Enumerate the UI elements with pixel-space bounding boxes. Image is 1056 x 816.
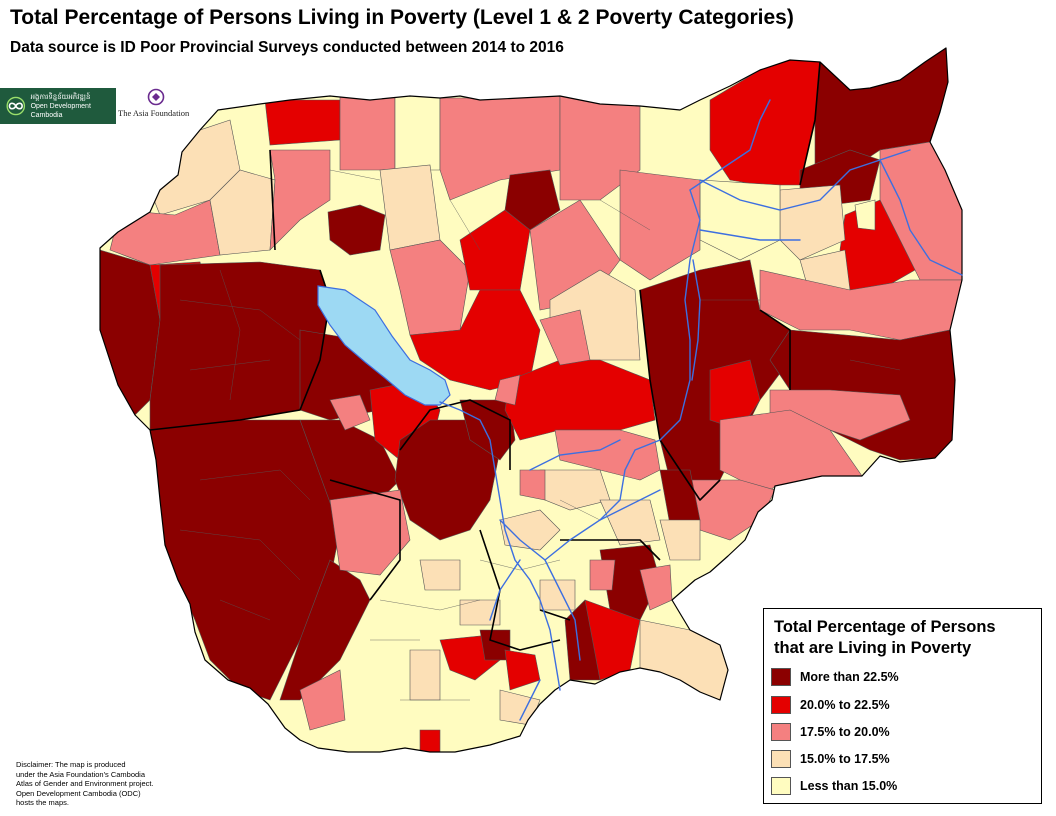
legend: Total Percentage of Persons that are Liv… bbox=[763, 608, 1042, 804]
district-s-11 bbox=[639, 619, 729, 701]
district-n-2 bbox=[339, 95, 396, 171]
tonle-sap-lake bbox=[317, 285, 451, 406]
district-e-2 bbox=[709, 359, 761, 431]
district-n-9 bbox=[459, 209, 531, 291]
disclaimer-line: Open Development Cambodia (ODC) bbox=[16, 788, 141, 798]
disclaimer: Disclaimer: The map is produced under th… bbox=[16, 760, 206, 808]
district-ne-9 bbox=[619, 169, 701, 281]
disclaimer-line: Disclaimer: The map is produced bbox=[16, 760, 126, 769]
legend-label: More than 22.5% bbox=[800, 670, 899, 684]
legend-label: 20.0% to 22.5% bbox=[800, 698, 890, 712]
district-c-3 bbox=[394, 419, 501, 541]
disclaimer-line: under the Asia Foundation's Cambodia bbox=[16, 769, 146, 779]
district-n-4 bbox=[379, 164, 441, 251]
district-s-1 bbox=[329, 489, 411, 576]
district-s-6 bbox=[519, 469, 546, 501]
legend-title: Total Percentage of Persons that are Liv… bbox=[774, 617, 996, 659]
legend-item: Less than 15.0% bbox=[771, 774, 897, 798]
district-n-8 bbox=[504, 169, 561, 231]
logo-bar: អង្គការទិន្នន័យអភិវឌ្ឍន៍ Open Developmen… bbox=[0, 88, 200, 124]
disclaimer-line: Atlas of Gender and Environment project. bbox=[16, 779, 154, 788]
district-s-3 bbox=[499, 509, 561, 551]
legend-swatch bbox=[771, 723, 791, 741]
legend-label: 15.0% to 17.5% bbox=[800, 752, 890, 766]
district-c-1 bbox=[409, 289, 541, 391]
odc-logo: អង្គការទិន្នន័យអភិវឌ្ឍន៍ Open Developmen… bbox=[0, 88, 116, 124]
legend-item: 20.0% to 22.5% bbox=[771, 693, 890, 717]
district-c-8 bbox=[494, 374, 521, 406]
odc-text-khmer: អង្គការទិន្នន័យអភិវឌ្ឍន៍ bbox=[30, 93, 91, 101]
district-e-9 bbox=[659, 519, 701, 561]
district-c-6 bbox=[539, 309, 591, 366]
infinity-icon bbox=[6, 96, 26, 116]
district-s-12 bbox=[589, 559, 616, 591]
district-n-3 bbox=[394, 95, 441, 171]
district-c-7 bbox=[554, 429, 661, 481]
legend-item: 15.0% to 17.5% bbox=[771, 747, 890, 771]
legend-title-line1: Total Percentage of Persons bbox=[774, 618, 996, 636]
legend-label: Less than 15.0% bbox=[800, 779, 898, 793]
disclaimer-line: hosts the maps. bbox=[16, 798, 69, 807]
map-subtitle: Data source is ID Poor Provincial Survey… bbox=[10, 39, 564, 56]
legend-swatch bbox=[771, 777, 791, 795]
district-ne-6 bbox=[854, 199, 876, 231]
asia-foundation-mark-icon bbox=[147, 88, 165, 106]
district-nw-4 bbox=[269, 149, 331, 251]
asia-foundation-logo: The Asia Foundation bbox=[118, 88, 200, 124]
district-s-18 bbox=[409, 649, 441, 701]
district-s-5 bbox=[599, 499, 661, 546]
legend-swatch bbox=[771, 750, 791, 768]
legend-title-line2: that are Living in Poverty bbox=[774, 639, 972, 657]
district-n-5 bbox=[327, 204, 386, 256]
legend-swatch bbox=[771, 668, 791, 686]
legend-item: More than 22.5% bbox=[771, 665, 899, 689]
district-s-2 bbox=[419, 559, 461, 591]
asia-foundation-text: The Asia Foundation bbox=[118, 108, 190, 118]
legend-swatch bbox=[771, 696, 791, 714]
district-s-17 bbox=[299, 669, 346, 731]
district-s-9 bbox=[564, 599, 601, 681]
odc-text-english: Open Development Cambodia bbox=[30, 102, 91, 119]
district-w-8 bbox=[329, 394, 371, 431]
legend-label: 17.5% to 20.0% bbox=[800, 725, 890, 739]
district-n-1 bbox=[264, 99, 341, 146]
map-title: Total Percentage of Persons Living in Po… bbox=[10, 6, 794, 29]
district-e-7 bbox=[689, 479, 776, 541]
legend-item: 17.5% to 20.0% bbox=[771, 720, 890, 744]
district-s-19 bbox=[419, 729, 441, 752]
